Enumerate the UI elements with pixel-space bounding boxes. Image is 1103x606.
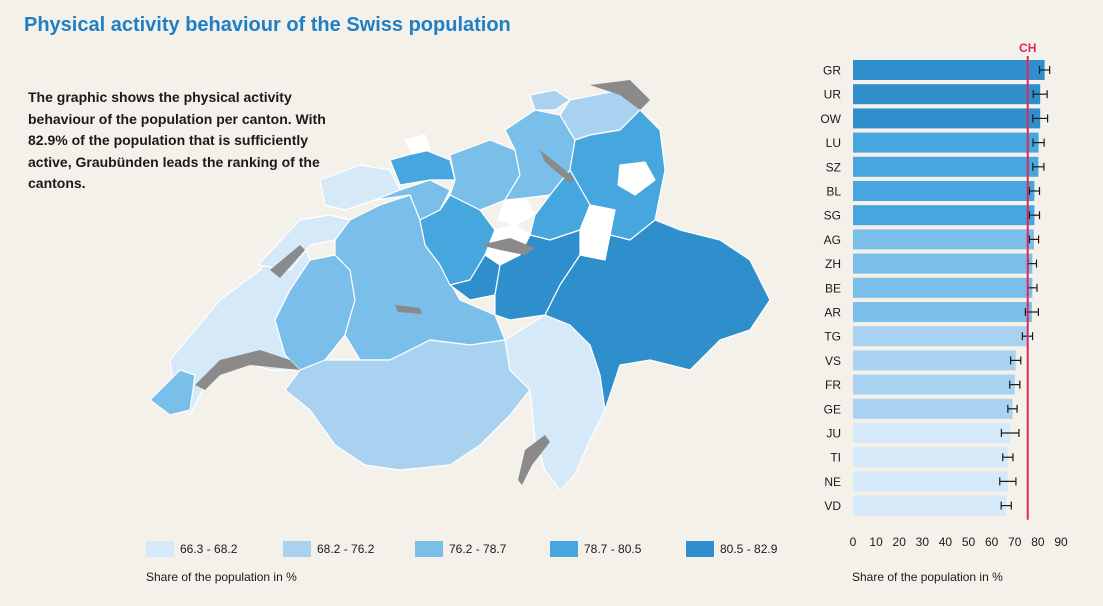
canton-gr[interactable] [544, 219, 771, 411]
lake-zurich [540, 150, 575, 183]
bar-fr [853, 374, 1015, 395]
lake-geneva [195, 350, 300, 390]
legend-swatch [146, 541, 174, 557]
canton-bar-chart: GR UR OW LU SZ BL SG AG ZH BE AR TG VS FR GE JU TI NE VD 0 1… [820, 41, 1068, 549]
category-label: NE [824, 475, 841, 489]
legend-label: 78.7 - 80.5 [584, 542, 642, 556]
bar-ne [853, 471, 1008, 492]
category-label: AR [824, 306, 841, 320]
category-label: FR [825, 378, 841, 392]
map-axis-title: Share of the population in % [146, 570, 297, 584]
category-label: TI [830, 451, 841, 465]
canton-zg[interactable] [497, 197, 536, 226]
bar-ur [853, 84, 1041, 105]
canton-bs[interactable] [404, 134, 431, 155]
legend-label: 80.5 - 82.9 [720, 542, 778, 556]
category-label: TG [824, 330, 841, 344]
bar-be [853, 277, 1033, 298]
bar-ow [853, 108, 1041, 129]
x-tick-label: 90 [1054, 535, 1068, 549]
legend-label: 66.3 - 68.2 [180, 542, 238, 556]
bar-bl [853, 181, 1035, 201]
lake-constance [590, 80, 650, 110]
canton-sh[interactable] [529, 89, 571, 111]
x-tick-label: 30 [916, 535, 930, 549]
bar-ag [853, 229, 1034, 250]
category-label: JU [826, 427, 841, 441]
category-label: VD [824, 499, 841, 513]
category-label: SZ [826, 160, 841, 174]
bar-vs [853, 350, 1016, 371]
bar-ar [853, 302, 1032, 322]
legend-swatch [415, 541, 443, 557]
canton-ai[interactable] [617, 161, 656, 196]
reference-label: CH [1019, 41, 1036, 55]
bar-ju [853, 423, 1011, 443]
x-tick-label: 0 [850, 535, 857, 549]
x-tick-label: 20 [893, 535, 907, 549]
canton-ge[interactable] [150, 369, 196, 416]
category-label: BL [826, 185, 841, 199]
canton-vs[interactable] [284, 339, 531, 471]
bar-gr [853, 60, 1045, 80]
bar-tg [853, 326, 1028, 347]
bar-vd [853, 495, 1007, 516]
category-label: BE [825, 281, 841, 295]
x-tick-label: 50 [962, 535, 976, 549]
intro-text: The graphic shows the physical activity … [28, 89, 326, 191]
chart-x-axis-title: Share of the population in % [852, 570, 1003, 584]
x-tick-label: 70 [1008, 535, 1022, 549]
bar-sz [853, 156, 1039, 177]
bar-zh [853, 253, 1033, 274]
bar-ti [853, 447, 1008, 468]
category-label: SG [824, 209, 841, 223]
lake-lucerne [480, 238, 535, 255]
bar-ge [853, 398, 1013, 419]
lake-brienz [395, 305, 422, 314]
category-label: GE [824, 402, 841, 416]
switzerland-canton-map [150, 80, 771, 491]
category-label: UR [824, 88, 842, 102]
legend-label: 68.2 - 76.2 [317, 542, 375, 556]
x-tick-label: 80 [1031, 535, 1045, 549]
category-label: LU [826, 136, 841, 150]
lake-neuchatel [270, 245, 305, 278]
category-label: ZH [825, 257, 841, 271]
category-label: AG [824, 233, 841, 247]
bar-lu [853, 132, 1039, 153]
category-label: OW [820, 112, 841, 126]
x-tick-label: 60 [985, 535, 999, 549]
category-label: GR [823, 64, 841, 78]
canton-so[interactable] [374, 179, 451, 221]
legend-swatch [283, 541, 311, 557]
x-tick-label: 40 [939, 535, 953, 549]
lake-maggiore [518, 435, 550, 485]
legend-swatch [550, 541, 578, 557]
bar-sg [853, 205, 1035, 226]
x-tick-label: 10 [869, 535, 883, 549]
page-title: Physical activity behaviour of the Swiss… [24, 14, 511, 36]
legend-label: 76.2 - 78.7 [449, 542, 507, 556]
category-label: VS [825, 354, 841, 368]
canton-bl[interactable] [389, 149, 456, 186]
legend-swatch [686, 541, 714, 557]
